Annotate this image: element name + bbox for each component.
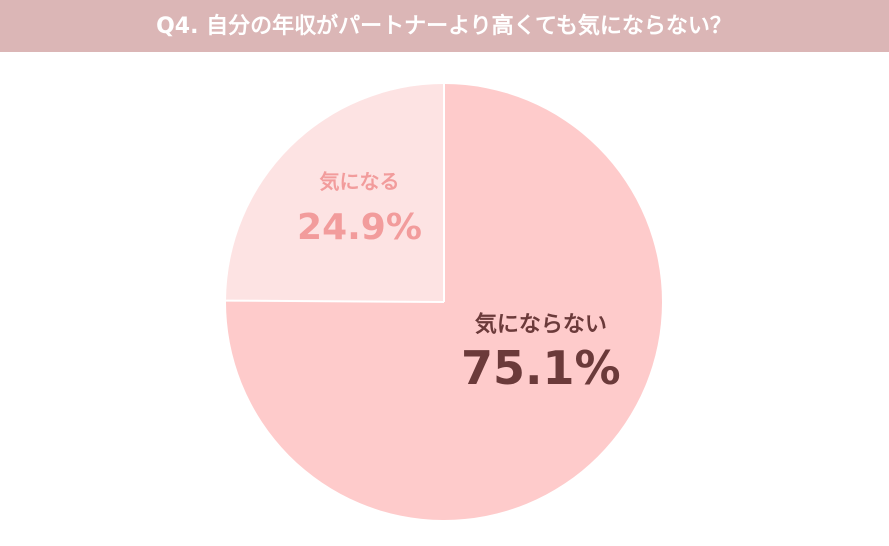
slice-name: 気になる [319, 169, 399, 193]
value-label: 24.9% [297, 207, 422, 248]
value-label: 75.1% [461, 341, 621, 395]
slice-name: 気にならない [475, 311, 607, 337]
title-band [0, 0, 889, 52]
pie-slice [226, 84, 444, 302]
slice-border [225, 299, 445, 303]
chart-title: Q4. 自分の年収がパートナーより高くても気にならない？ [156, 13, 732, 39]
